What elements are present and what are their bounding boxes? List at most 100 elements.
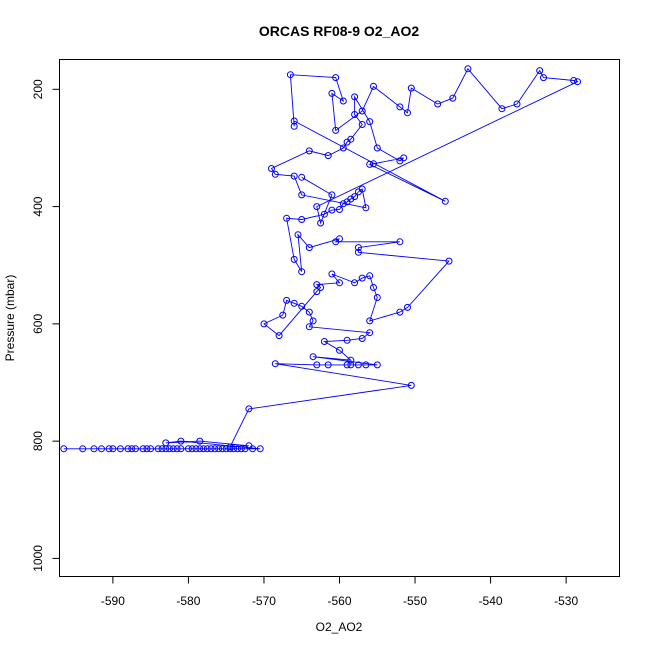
data-point	[294, 231, 302, 239]
data-point	[298, 268, 306, 276]
data-point	[373, 294, 381, 301]
data-point	[570, 77, 578, 84]
data-point	[109, 445, 117, 453]
data-point	[290, 299, 298, 307]
data-point	[362, 361, 370, 369]
data-point	[290, 172, 298, 180]
x-axis-label: O2_AO2	[316, 620, 363, 634]
x-tick-label: -560	[327, 594, 351, 608]
data-point	[434, 100, 442, 108]
data-point	[105, 445, 113, 453]
data-point	[313, 288, 321, 296]
data-point	[366, 160, 374, 168]
data-point	[336, 206, 343, 213]
data-point	[343, 336, 351, 344]
data-point	[339, 97, 347, 105]
data-point	[173, 445, 181, 453]
data-point	[60, 445, 68, 453]
data-point	[328, 89, 336, 97]
data-point	[116, 445, 124, 453]
data-point	[279, 311, 287, 319]
chart-title: ORCAS RF08-9 O2_AO2	[259, 23, 419, 39]
data-point	[366, 118, 374, 126]
data-point	[366, 317, 374, 325]
data-point	[324, 152, 332, 160]
data-point	[215, 445, 223, 453]
data-point	[449, 94, 457, 102]
data-point	[404, 109, 411, 117]
x-tick-label: -550	[403, 594, 427, 608]
y-tick-label: 600	[31, 314, 45, 334]
data-point	[283, 296, 291, 304]
data-point	[332, 126, 340, 134]
data-point	[256, 445, 264, 453]
data-point	[196, 445, 204, 453]
data-point	[218, 445, 226, 453]
data-point	[143, 445, 151, 453]
y-tick-label: 200	[31, 79, 45, 99]
data-point	[305, 244, 313, 252]
data-point	[358, 335, 366, 342]
data-point	[540, 74, 547, 82]
data-point	[268, 165, 275, 172]
data-point	[90, 445, 98, 453]
data-point	[370, 160, 377, 168]
data-point	[275, 332, 283, 340]
data-point	[362, 204, 370, 212]
x-tick-label: -570	[252, 594, 276, 608]
data-point	[245, 442, 253, 450]
data-point	[351, 111, 359, 118]
data-point	[298, 302, 306, 310]
data-point	[366, 272, 374, 280]
data-point	[347, 361, 355, 369]
data-point	[404, 303, 411, 311]
data-point	[373, 361, 381, 369]
data-point	[407, 381, 415, 389]
data-point	[305, 147, 313, 155]
data-point	[351, 193, 359, 201]
data-point	[203, 445, 211, 453]
data-point	[184, 445, 192, 453]
data-point	[336, 279, 343, 287]
data-point	[317, 219, 325, 227]
data-point	[354, 248, 362, 256]
data-point	[290, 122, 298, 130]
data-point	[343, 361, 351, 369]
data-point	[351, 279, 359, 287]
data-point	[298, 173, 306, 181]
y-axis: 200 400 600 800 1000	[31, 79, 60, 572]
data-point	[79, 445, 87, 453]
data-point	[132, 445, 139, 453]
x-tick-label: -530	[554, 594, 578, 608]
data-point	[309, 353, 317, 361]
data-point	[536, 67, 544, 75]
data-point	[188, 445, 196, 453]
y-axis-label: Pressure (mbar)	[3, 275, 17, 362]
data-point	[305, 308, 313, 316]
data-point	[196, 437, 204, 445]
x-axis: -590 -580 -570 -560 -550 -540 -530	[101, 576, 578, 608]
data-point	[328, 206, 336, 214]
data-point	[339, 200, 347, 208]
data-point	[222, 445, 230, 453]
data-point	[305, 323, 313, 331]
data-point	[358, 274, 366, 282]
data-point	[245, 405, 253, 413]
data-point	[396, 103, 404, 111]
data-point	[347, 356, 355, 364]
plot-area	[60, 65, 581, 453]
data-point	[200, 445, 207, 453]
data-point	[226, 443, 234, 451]
data-point	[211, 445, 219, 453]
data-point	[445, 257, 453, 265]
x-tick-label: -580	[176, 594, 200, 608]
data-point	[286, 71, 294, 79]
data-point	[347, 135, 355, 143]
data-point	[298, 216, 306, 223]
data-point	[169, 445, 177, 453]
data-point	[177, 445, 185, 453]
data-point	[271, 360, 279, 368]
data-point	[347, 195, 355, 203]
data-point	[498, 105, 506, 113]
